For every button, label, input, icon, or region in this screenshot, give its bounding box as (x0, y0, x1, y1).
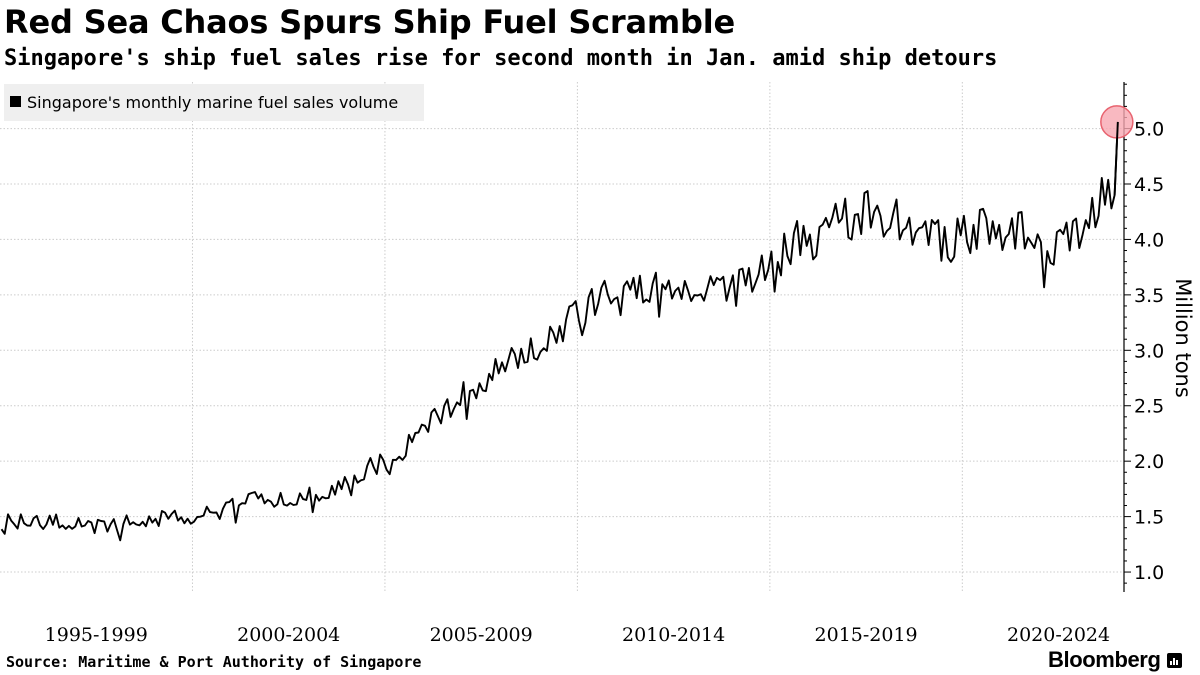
y-tick-label: 4.5 (1134, 174, 1164, 196)
y-tick-label: 1.0 (1134, 562, 1164, 584)
brand-logo: Bloomberg (1048, 647, 1182, 673)
legend-box (4, 84, 424, 121)
x-tick-label: 2020-2024 (1007, 624, 1110, 646)
y-tick-label: 2.0 (1134, 451, 1164, 473)
y-tick-label: 2.5 (1134, 396, 1164, 418)
x-tick-label: 2000-2004 (237, 624, 340, 646)
y-tick-label: 3.0 (1134, 340, 1164, 362)
x-tick-label: 2015-2019 (815, 624, 918, 646)
y-tick-label: 5.0 (1134, 119, 1164, 141)
legend: Singapore's monthly marine fuel sales vo… (4, 84, 424, 121)
series (0, 105, 1134, 542)
x-tick-label: 1995-1999 (45, 624, 148, 646)
chart-subtitle: Singapore's ship fuel sales rise for sec… (4, 46, 998, 71)
x-axis-labels: 1995-1999 2000-2004 2005-2009 2010-2014 2015… (45, 624, 1110, 646)
y-axis: 1.0 1.5 2.0 2.5 3.0 3.5 4.0 4.5 5.0 (1123, 82, 1164, 592)
source-note: Source: Maritime & Port Authority of Sin… (6, 653, 422, 671)
bloomberg-terminal-icon (1166, 652, 1182, 668)
chart-title: Red Sea Chaos Spurs Ship Fuel Scramble (4, 3, 736, 41)
y-axis-title: Million tons (1171, 278, 1195, 398)
series-line-end (1113, 121, 1119, 196)
legend-swatch (10, 96, 21, 107)
legend-label: Singapore's monthly marine fuel sales vo… (27, 93, 398, 112)
y-tick-label: 4.0 (1134, 229, 1164, 251)
grid-lines (0, 82, 1124, 592)
x-tick-label: 2005-2009 (430, 624, 533, 646)
y-tick-label: 1.5 (1134, 507, 1164, 529)
x-tick-label: 2010-2014 (622, 624, 725, 646)
y-tick-label: 3.5 (1134, 285, 1164, 307)
brand-name: Bloomberg (1048, 647, 1161, 672)
series-line (0, 121, 1119, 542)
